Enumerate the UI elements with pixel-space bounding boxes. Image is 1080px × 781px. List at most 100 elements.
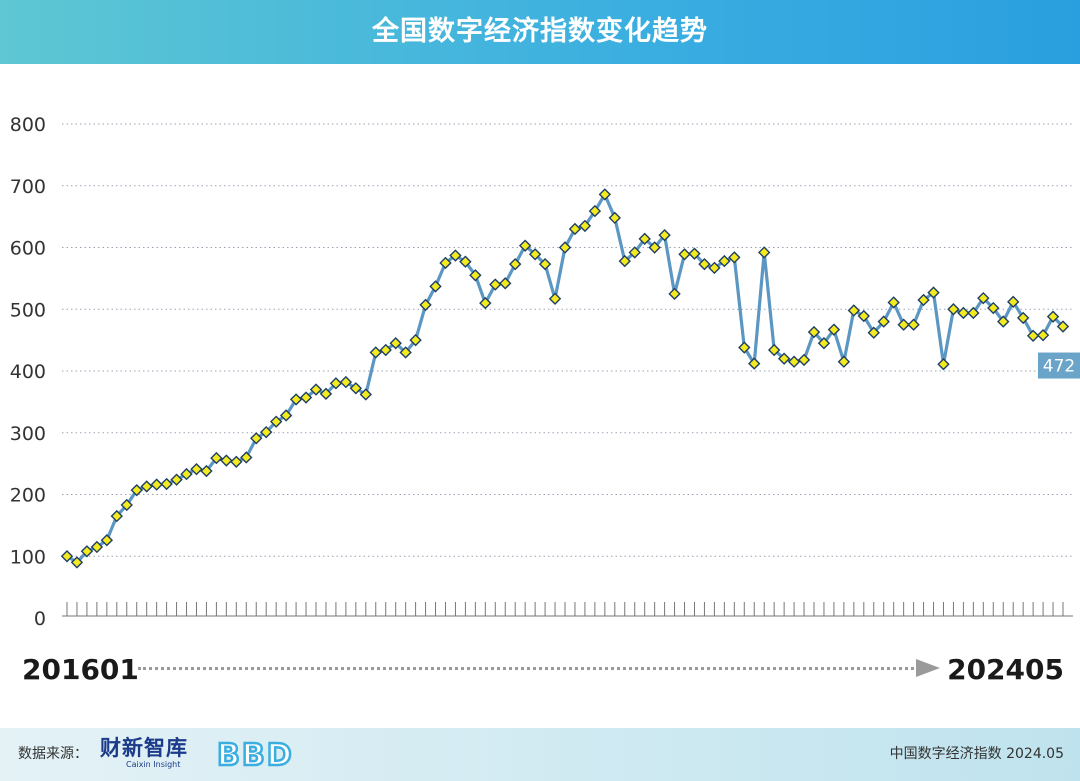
data-point-33 xyxy=(389,337,402,350)
data-point-17 xyxy=(230,455,243,468)
data-point-46 xyxy=(518,239,532,252)
data-point-51 xyxy=(568,222,582,236)
data-point-40 xyxy=(459,255,472,268)
caixin-insight-logo: 财新智库 Caixin Insight xyxy=(100,736,200,772)
data-point-37 xyxy=(429,280,442,293)
data-point-47 xyxy=(528,248,542,261)
y-tick-label-800: 800 xyxy=(10,114,46,136)
data-point-95 xyxy=(1007,295,1020,309)
data-point-20 xyxy=(260,425,273,439)
data-point-92 xyxy=(977,291,990,305)
data-point-35 xyxy=(409,333,422,347)
data-point-10 xyxy=(160,477,173,491)
y-tick-label-100: 100 xyxy=(10,546,46,568)
data-point-98 xyxy=(1036,328,1050,342)
data-point-84 xyxy=(897,318,910,331)
y-tick-label-700: 700 xyxy=(10,176,46,198)
data-point-89 xyxy=(947,303,960,316)
y-tick-label-0: 0 xyxy=(34,608,46,630)
data-point-31 xyxy=(369,346,382,359)
range-start-label: 201601 xyxy=(22,653,139,686)
range-end-label: 202405 xyxy=(947,653,1064,686)
data-point-76 xyxy=(817,337,831,350)
data-point-85 xyxy=(907,318,920,331)
data-point-70 xyxy=(758,246,771,259)
data-point-83 xyxy=(887,296,900,309)
data-point-0 xyxy=(60,550,74,563)
data-point-34 xyxy=(399,346,412,359)
data-point-50 xyxy=(558,241,572,254)
data-point-5 xyxy=(110,509,123,523)
data-point-75 xyxy=(807,325,821,339)
data-point-54 xyxy=(598,188,612,201)
data-point-38 xyxy=(439,256,452,270)
bbd-logo: BBD xyxy=(216,738,293,770)
data-point-62 xyxy=(678,248,691,261)
data-point-56 xyxy=(618,254,631,268)
data-point-63 xyxy=(688,247,701,260)
y-tick-label-200: 200 xyxy=(10,485,46,507)
data-point-1 xyxy=(70,556,84,569)
data-point-4 xyxy=(100,534,114,547)
data-point-49 xyxy=(548,292,562,305)
data-point-58 xyxy=(638,232,651,246)
data-point-8 xyxy=(140,480,153,493)
data-point-45 xyxy=(509,257,522,271)
y-tick-label-500: 500 xyxy=(10,299,46,321)
data-point-91 xyxy=(967,306,980,320)
data-point-2 xyxy=(80,545,94,558)
data-point-81 xyxy=(867,326,880,339)
data-point-60 xyxy=(658,228,671,242)
data-point-74 xyxy=(797,353,811,367)
data-point-19 xyxy=(250,432,263,445)
data-point-44 xyxy=(499,277,512,290)
data-point-77 xyxy=(827,323,841,336)
data-point-24 xyxy=(299,391,313,404)
data-point-67 xyxy=(728,251,741,264)
data-point-6 xyxy=(120,498,133,512)
y-tick-label-300: 300 xyxy=(10,423,46,445)
data-point-32 xyxy=(379,343,392,357)
data-point-64 xyxy=(698,257,711,271)
data-point-7 xyxy=(130,483,143,497)
data-point-42 xyxy=(479,296,492,310)
data-point-72 xyxy=(777,352,791,365)
data-point-71 xyxy=(767,343,781,357)
data-point-96 xyxy=(1016,311,1030,325)
source-label: 数据来源： xyxy=(18,746,88,762)
data-point-65 xyxy=(708,261,721,275)
data-point-80 xyxy=(857,309,870,323)
data-point-52 xyxy=(578,219,592,233)
data-point-61 xyxy=(668,287,681,301)
y-tick-label-400: 400 xyxy=(10,361,46,383)
footer-bar: 数据来源： 财新智库 Caixin Insight BBD 中国数字经济指数 2… xyxy=(0,728,1080,781)
data-point-26 xyxy=(319,387,333,401)
data-point-28 xyxy=(339,375,353,389)
y-tick-label-600: 600 xyxy=(10,238,46,260)
data-point-29 xyxy=(349,382,363,395)
data-point-21 xyxy=(269,415,283,428)
data-point-16 xyxy=(220,454,233,467)
timeline-arrow-line xyxy=(138,667,914,670)
data-point-99 xyxy=(1046,310,1060,323)
caixin-logo-text: 财新智库 xyxy=(100,735,188,760)
chart-title: 全国数字经济指数变化趋势 xyxy=(372,16,708,47)
data-point-94 xyxy=(997,315,1010,328)
data-point-39 xyxy=(449,249,462,262)
data-point-25 xyxy=(309,383,323,396)
data-point-11 xyxy=(170,473,183,486)
data-point-79 xyxy=(847,304,861,317)
data-point-12 xyxy=(180,467,193,481)
data-point-14 xyxy=(200,464,213,478)
data-point-93 xyxy=(987,301,1000,315)
data-point-13 xyxy=(190,462,203,476)
header-bar: 全国数字经济指数变化趋势 xyxy=(0,0,1080,64)
data-point-15 xyxy=(210,451,223,465)
data-point-3 xyxy=(90,540,104,554)
data-point-78 xyxy=(837,355,851,368)
data-point-66 xyxy=(718,254,731,268)
data-point-68 xyxy=(738,341,751,354)
data-point-90 xyxy=(957,306,970,320)
footer-index-date: 中国数字经济指数 2024.05 xyxy=(889,746,1064,762)
data-point-82 xyxy=(877,315,890,328)
